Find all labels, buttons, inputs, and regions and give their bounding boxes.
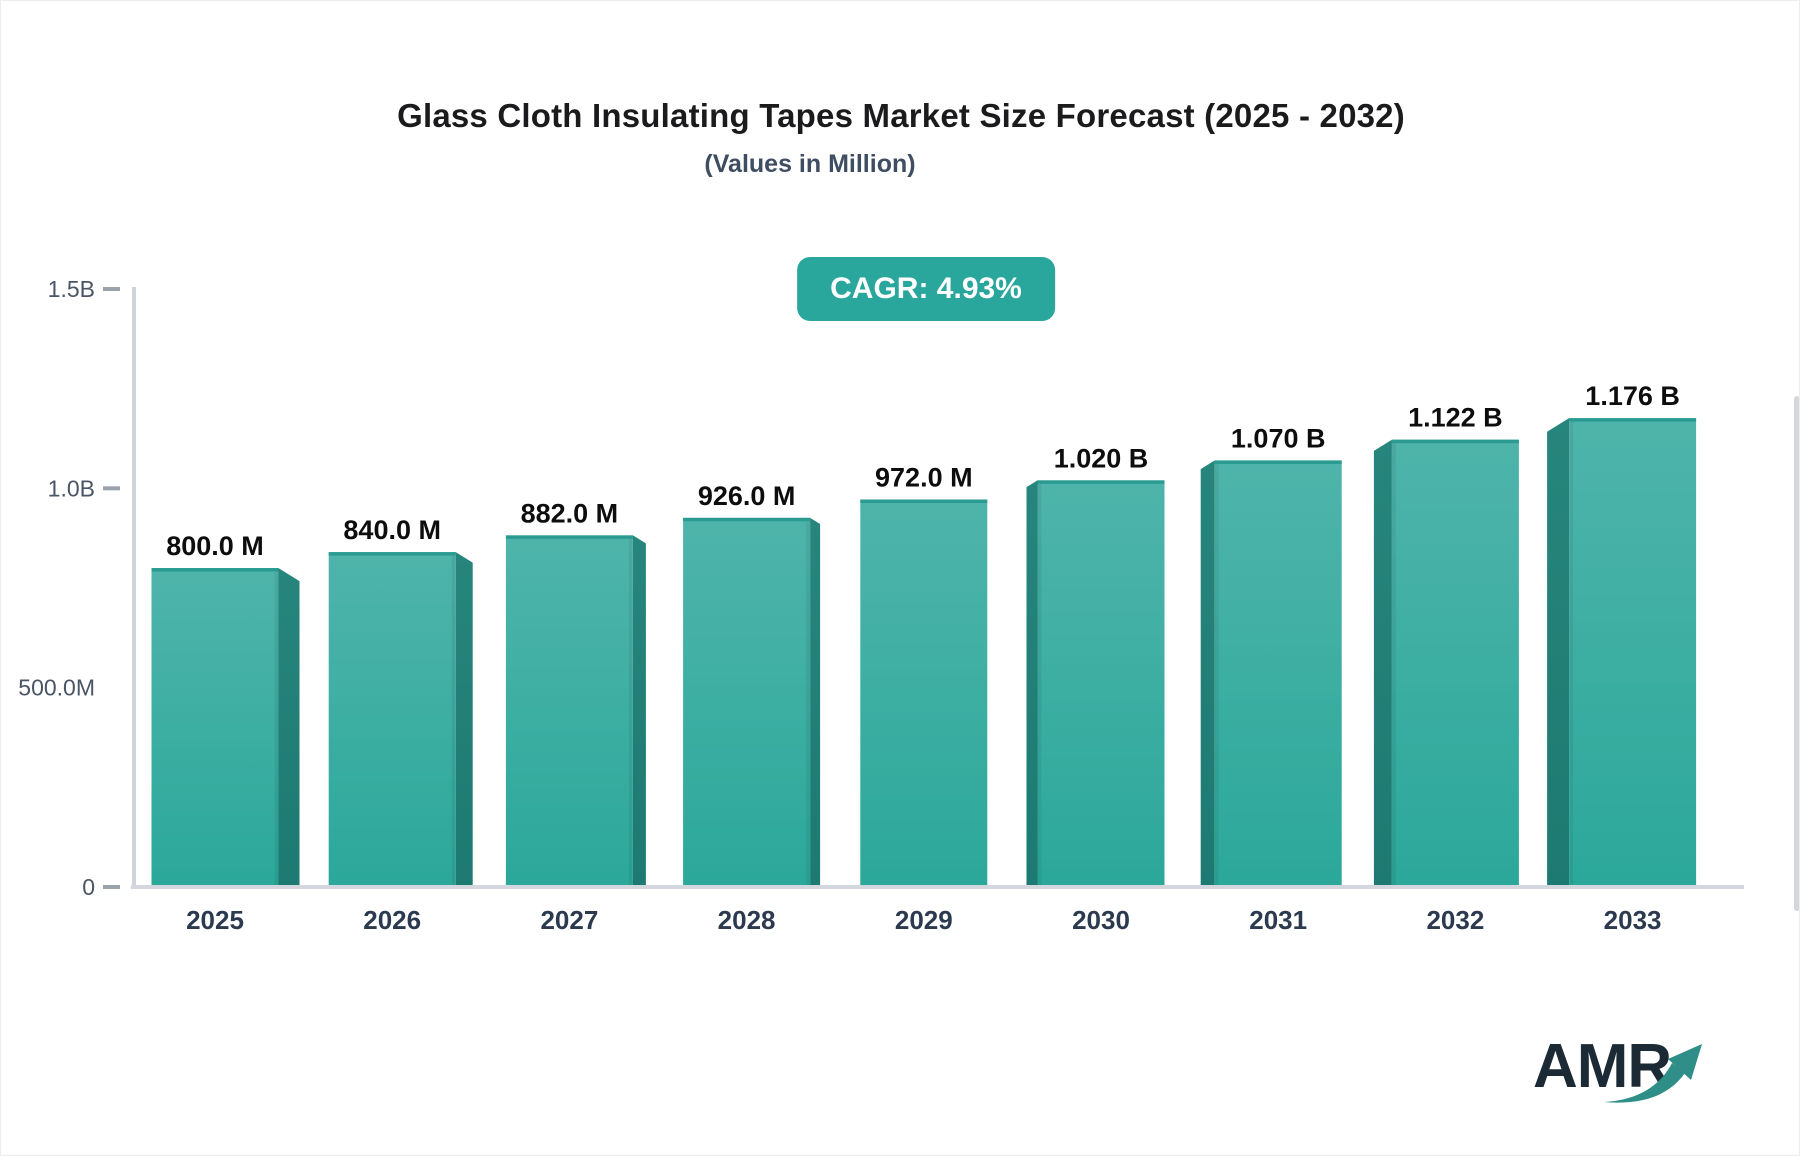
growth-arrow-icon [1604, 1044, 1702, 1103]
bar-top-edge [1214, 460, 1342, 464]
bar-value-label: 1.070 B [1231, 423, 1326, 453]
bar-group-2026: 840.0 M 2026 [328, 515, 473, 935]
bar-group-2033: 1.176 B 2033 [1547, 381, 1697, 935]
bar-edge-shade [806, 517, 811, 887]
x-axis-label: 2033 [1604, 905, 1662, 935]
bar-value-label: 882.0 M [521, 498, 619, 528]
bar-side-facet [278, 568, 300, 887]
x-axis-label: 2026 [363, 905, 421, 935]
bar-top-edge [1569, 418, 1697, 422]
chart-title: Glass Cloth Insulating Tapes Market Size… [397, 97, 1405, 134]
scrollbar-thumb[interactable] [1794, 396, 1799, 911]
bar-value-label: 800.0 M [166, 531, 264, 561]
bar-front[interactable] [505, 535, 633, 887]
bar-group-2029: 972.0 M 2029 [860, 462, 988, 935]
y-axis-tick [103, 287, 120, 291]
bar-top-edge [683, 517, 811, 522]
bar-group-2028: 926.0 M 2028 [683, 481, 821, 935]
bar-top-edge [860, 499, 988, 503]
bar-top-edge [328, 552, 456, 556]
y-axis-tick-label: 500.0M [18, 675, 95, 701]
bar-top-edge [1391, 439, 1519, 444]
bar-group-2031: 1.070 B 2031 [1200, 423, 1342, 935]
x-axis-label: 2027 [540, 905, 598, 935]
bar-front[interactable] [683, 517, 811, 887]
y-axis-tick-label: 1.5B [48, 276, 95, 302]
bar-front[interactable] [1569, 418, 1697, 887]
x-axis-label: 2029 [895, 905, 953, 935]
bar-top-edge [505, 535, 633, 539]
cagr-badge-label: CAGR: 4.93% [830, 272, 1022, 305]
bar-edge-shade [628, 535, 633, 887]
y-axis-tick [103, 486, 120, 491]
x-axis-label: 2028 [718, 905, 776, 935]
bar-side-facet [455, 552, 473, 887]
bar-side-facet [1200, 460, 1215, 887]
bar-value-label: 1.122 B [1408, 403, 1503, 433]
chart-subtitle: (Values in Million) [704, 150, 916, 178]
x-axis-label: 2025 [186, 905, 244, 935]
bar-edge-shade [1037, 480, 1042, 887]
bar-group-2025: 800.0 M 2025 [151, 531, 300, 935]
bar-value-label: 1.176 B [1585, 381, 1680, 411]
x-axis-label: 2032 [1426, 905, 1484, 935]
bar-front[interactable] [1037, 480, 1165, 887]
y-axis-tick-label: 1.0B [48, 475, 95, 501]
y-axis-tick [103, 885, 120, 889]
bar-value-label: 840.0 M [343, 515, 441, 545]
bar-top-edge [151, 568, 279, 572]
bar-value-label: 1.020 B [1054, 443, 1149, 473]
x-axis-baseline [131, 885, 1744, 889]
bar-side-facet [1547, 418, 1570, 887]
bar-front[interactable] [151, 568, 279, 887]
bar-front[interactable] [328, 552, 456, 887]
bar-edge-shade [1214, 460, 1219, 887]
bar-group-2027: 882.0 M 2027 [505, 498, 646, 935]
bar-top-edge [1037, 480, 1165, 484]
bar-edge-shade [1391, 439, 1396, 887]
bar-front[interactable] [1214, 460, 1342, 887]
bar-value-label: 972.0 M [875, 462, 973, 492]
amr-logo: AMR [1533, 1031, 1713, 1121]
bar-edge-shade [1569, 418, 1574, 887]
bar-side-facet [1026, 480, 1038, 887]
y-axis-line [132, 287, 136, 889]
bar-edge-shade [451, 552, 456, 887]
bar-side-facet [632, 535, 646, 887]
bar-front[interactable] [860, 499, 988, 887]
x-axis-label: 2031 [1249, 905, 1307, 935]
x-axis-label: 2030 [1072, 905, 1130, 935]
y-axis-tick-label: 0 [82, 874, 95, 900]
bar-group-2032: 1.122 B 2032 [1373, 403, 1519, 935]
bar-edge-shade [274, 568, 279, 887]
bar-value-label: 926.0 M [698, 481, 796, 511]
bar-group-2030: 1.020 B 2030 [1026, 443, 1165, 935]
bar-side-facet [810, 517, 821, 887]
bar-side-facet [1373, 439, 1392, 887]
bar-front[interactable] [1391, 439, 1519, 887]
cagr-badge: CAGR: 4.93% [797, 257, 1055, 321]
